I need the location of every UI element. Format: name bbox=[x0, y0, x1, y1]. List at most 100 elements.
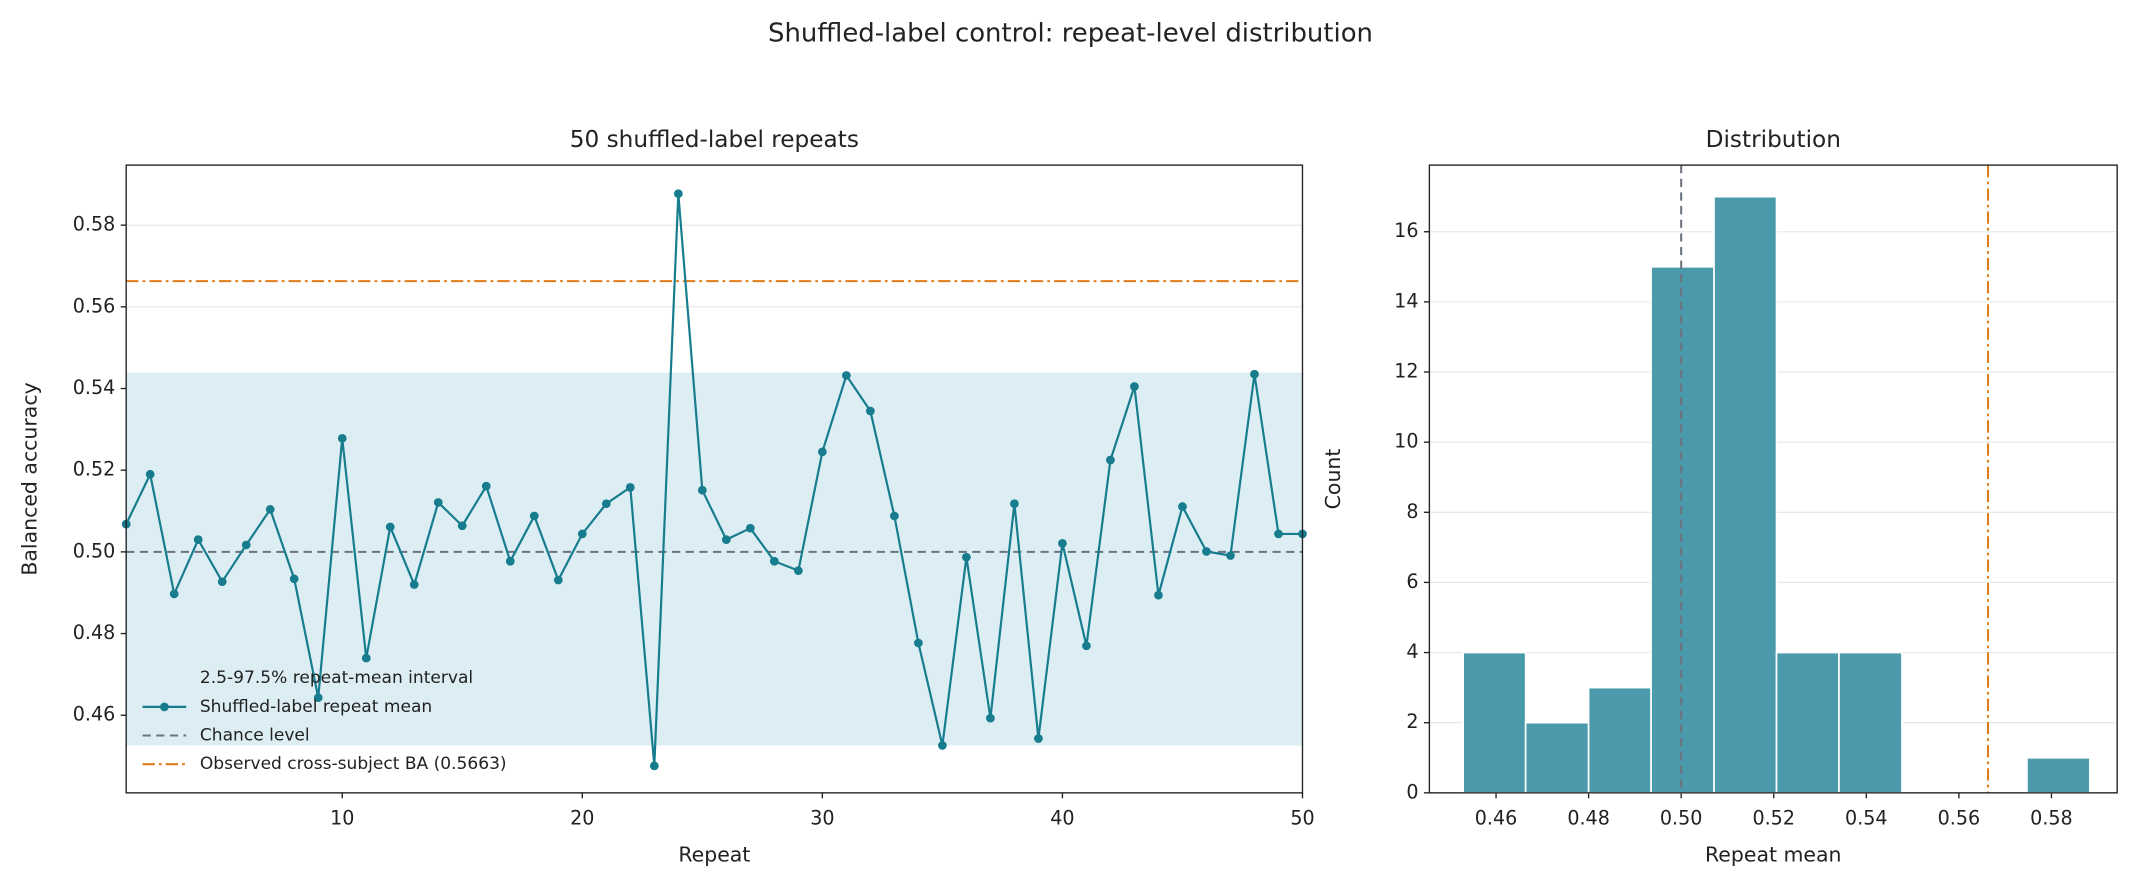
x-tick-label: 0.56 bbox=[1938, 806, 1981, 829]
point bbox=[986, 713, 995, 723]
y-tick-label: 14 bbox=[1394, 289, 1418, 312]
point bbox=[1154, 590, 1163, 600]
point bbox=[745, 523, 755, 533]
point bbox=[1226, 551, 1235, 560]
point bbox=[169, 589, 179, 599]
histogram-bar bbox=[1587, 686, 1652, 794]
y-tick-label: 0.50 bbox=[73, 539, 116, 562]
point bbox=[649, 761, 659, 771]
y-tick-label: 0.58 bbox=[73, 213, 116, 236]
x-tick-label: 20 bbox=[570, 806, 594, 829]
point bbox=[385, 522, 395, 532]
point bbox=[817, 447, 827, 457]
point bbox=[145, 469, 155, 479]
x-tick-label: 0.46 bbox=[1475, 806, 1518, 829]
point bbox=[1034, 734, 1043, 743]
point bbox=[457, 521, 467, 531]
point bbox=[697, 485, 707, 495]
x-tick-label: 0.54 bbox=[1845, 806, 1888, 829]
point bbox=[1082, 641, 1091, 651]
histogram-bar bbox=[1462, 651, 1527, 794]
point bbox=[769, 556, 779, 566]
histogram-bar bbox=[1713, 195, 1778, 794]
point bbox=[962, 552, 971, 562]
y-axis-label: Balanced accuracy bbox=[18, 382, 42, 575]
y-tick-label: 10 bbox=[1394, 430, 1418, 453]
point bbox=[361, 653, 371, 663]
point bbox=[193, 535, 203, 544]
y-tick-label: 0.46 bbox=[73, 703, 116, 726]
point bbox=[625, 482, 635, 492]
histogram-bar bbox=[1838, 651, 1903, 794]
point bbox=[866, 406, 875, 416]
x-tick-label: 0.48 bbox=[1567, 806, 1610, 829]
point bbox=[938, 741, 947, 750]
point bbox=[1250, 369, 1259, 379]
legend-label: Shuffled-label repeat mean bbox=[200, 697, 432, 717]
figure-title: Shuffled-label control: repeat-level dis… bbox=[768, 19, 1373, 49]
legend-label: 2.5-97.5% repeat-mean interval bbox=[200, 668, 473, 688]
point bbox=[265, 505, 275, 514]
point bbox=[721, 535, 731, 544]
point bbox=[529, 511, 539, 521]
x-tick-label: 40 bbox=[1050, 806, 1074, 829]
x-tick-label: 0.52 bbox=[1752, 806, 1795, 829]
point bbox=[433, 498, 443, 507]
point bbox=[1202, 547, 1211, 556]
point bbox=[1058, 538, 1067, 548]
y-tick-label: 0.52 bbox=[73, 458, 116, 481]
x-tick-label: 0.50 bbox=[1660, 806, 1703, 829]
point bbox=[601, 499, 611, 509]
y-tick-label: 6 bbox=[1406, 570, 1418, 593]
point bbox=[481, 481, 491, 491]
y-tick-label: 0.48 bbox=[73, 621, 116, 644]
y-tick-label: 16 bbox=[1394, 219, 1418, 242]
point bbox=[1130, 382, 1139, 391]
axes-frame bbox=[125, 164, 1304, 794]
axes-title: Distribution bbox=[1706, 126, 1841, 153]
legend-label: Observed cross-subject BA (0.5663) bbox=[200, 754, 507, 774]
y-tick-label: 2 bbox=[1406, 710, 1418, 733]
x-tick-label: 50 bbox=[1290, 806, 1314, 829]
series-line bbox=[125, 193, 1303, 766]
y-axis-label: Count bbox=[1321, 449, 1345, 510]
point bbox=[673, 189, 683, 199]
axes-title: 50 shuffled-label repeats bbox=[570, 126, 859, 153]
point bbox=[890, 511, 899, 521]
point bbox=[842, 371, 851, 380]
y-tick-label: 0.54 bbox=[73, 376, 116, 399]
x-tick-label: 30 bbox=[810, 806, 834, 829]
y-tick-label: 0.56 bbox=[73, 294, 116, 317]
point bbox=[409, 580, 419, 589]
point bbox=[914, 638, 923, 648]
legend-swatch bbox=[142, 671, 187, 686]
y-tick-label: 4 bbox=[1406, 640, 1418, 663]
x-tick-label: 0.58 bbox=[2030, 806, 2073, 829]
histogram-bar bbox=[2026, 756, 2091, 794]
legend-label: Chance level bbox=[200, 726, 310, 746]
histogram-bar bbox=[1775, 651, 1840, 794]
x-axis-label: Repeat bbox=[678, 843, 750, 867]
y-tick-label: 0 bbox=[1406, 780, 1418, 803]
point bbox=[1178, 502, 1187, 511]
point bbox=[505, 556, 515, 566]
point bbox=[577, 529, 587, 539]
point bbox=[1106, 455, 1115, 465]
point bbox=[217, 577, 227, 587]
point bbox=[337, 433, 347, 443]
point bbox=[1274, 529, 1283, 539]
legend-swatch bbox=[160, 702, 169, 712]
point bbox=[289, 574, 299, 584]
point bbox=[1010, 499, 1019, 509]
y-tick-label: 12 bbox=[1394, 360, 1418, 383]
y-tick-label: 8 bbox=[1406, 500, 1418, 523]
point bbox=[241, 540, 251, 550]
point bbox=[793, 566, 803, 576]
x-axis-label: Repeat mean bbox=[1705, 843, 1842, 867]
point bbox=[553, 575, 563, 585]
point bbox=[313, 693, 323, 703]
histogram-bar bbox=[1650, 265, 1715, 794]
interval-band bbox=[126, 372, 1303, 746]
